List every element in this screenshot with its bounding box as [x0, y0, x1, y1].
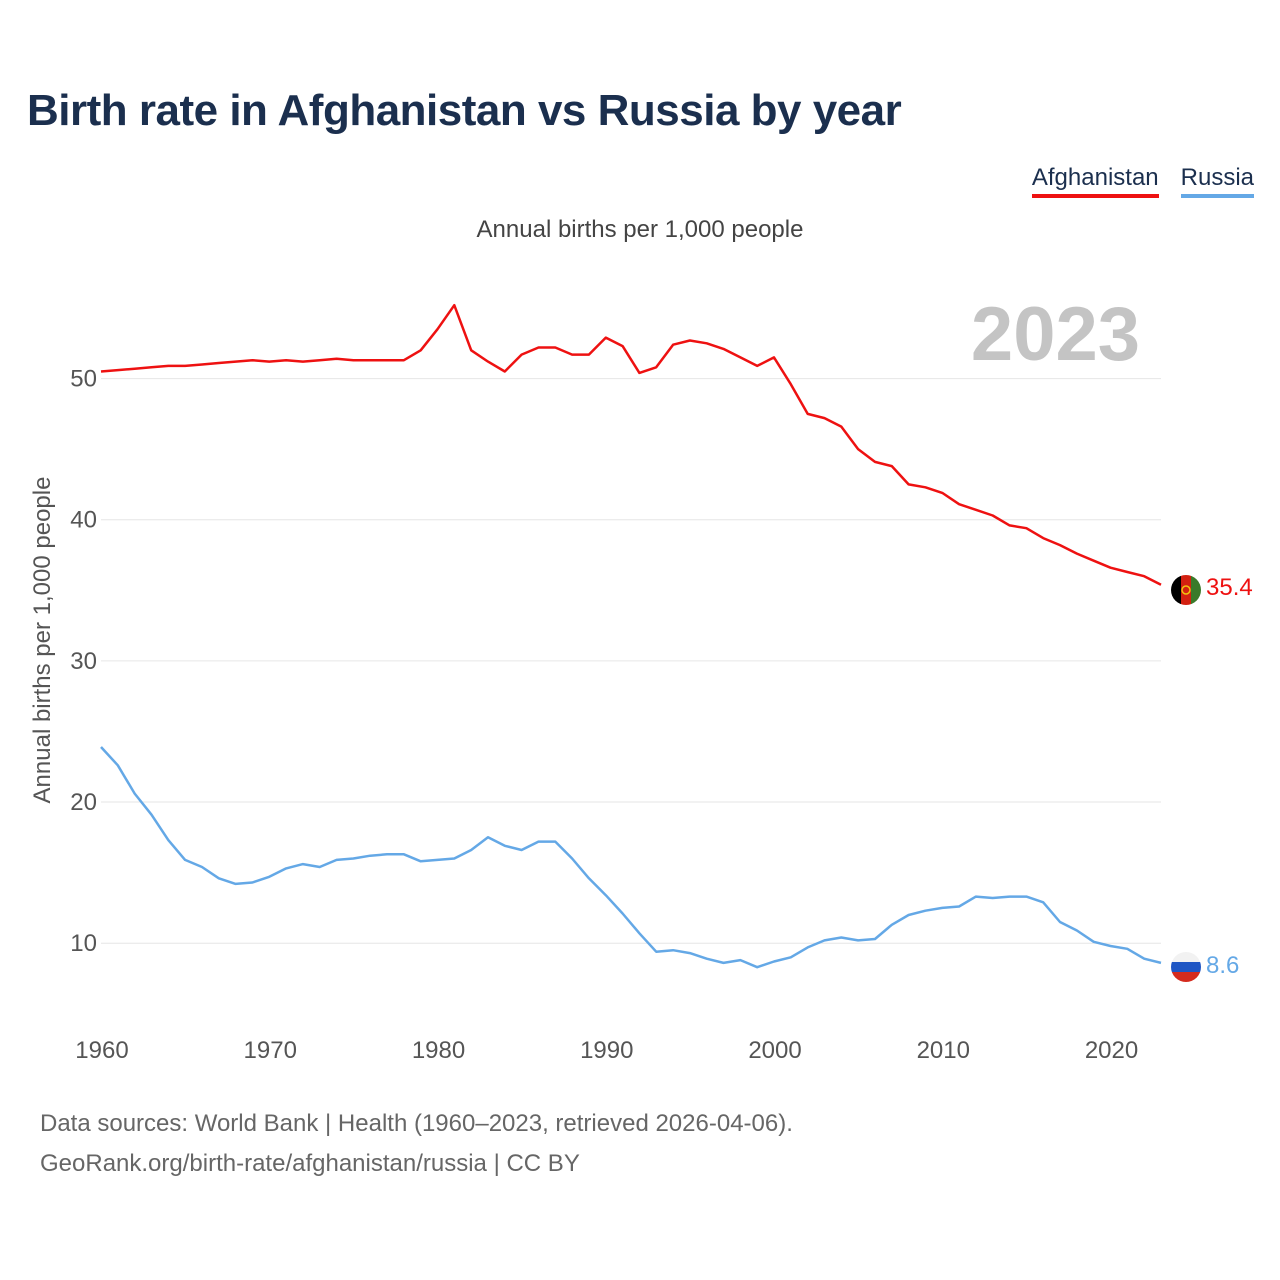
y-tick-label: 10	[70, 930, 97, 957]
chart-subtitle: Annual births per 1,000 people	[476, 216, 804, 243]
series-end-labels: 35.4 8.6	[1171, 574, 1253, 982]
y-axis-label: Annual births per 1,000 people	[29, 477, 56, 804]
y-tick-label: 50	[70, 366, 97, 393]
year-watermark: 2023	[971, 292, 1140, 377]
y-tick-label: 30	[70, 648, 97, 675]
afghanistan-end-value: 35.4	[1206, 574, 1253, 601]
x-tick-label: 1990	[580, 1037, 633, 1064]
grid-lines	[101, 378, 1161, 944]
y-tick-label: 40	[70, 507, 97, 534]
x-tick-label: 1980	[412, 1037, 465, 1064]
legend-item-russia[interactable]: Russia	[1180, 164, 1254, 198]
data-source-note: Data sources: World Bank | Health (1960–…	[40, 1110, 793, 1137]
x-axis-ticks: 1960 1970 1980 1990 2000 2010 2020	[75, 1037, 1138, 1064]
x-tick-label: 1970	[244, 1037, 297, 1064]
series-lines	[100, 303, 1162, 969]
afghanistan-flag-icon	[1171, 575, 1201, 605]
y-axis-ticks: 10 20 30 40 50	[70, 366, 97, 958]
x-tick-label: 1960	[75, 1037, 128, 1064]
russia-flag-icon	[1171, 952, 1201, 982]
y-tick-label: 20	[70, 789, 97, 816]
x-tick-label: 2020	[1085, 1037, 1138, 1064]
russia-end-value: 8.6	[1206, 952, 1239, 979]
x-tick-label: 2010	[917, 1037, 970, 1064]
x-tick-label: 2000	[748, 1037, 801, 1064]
series-line-russia	[100, 746, 1162, 969]
chart-title: Birth rate in Afghanistan vs Russia by y…	[27, 86, 902, 135]
legend: Afghanistan Russia	[1031, 164, 1254, 198]
legend-item-afghanistan[interactable]: Afghanistan	[1031, 164, 1159, 198]
footer: Data sources: World Bank | Health (1960–…	[40, 1104, 793, 1184]
source-link[interactable]: GeoRank.org/birth-rate/afghanistan/russi…	[40, 1150, 580, 1177]
series-line-afghanistan	[100, 303, 1162, 586]
